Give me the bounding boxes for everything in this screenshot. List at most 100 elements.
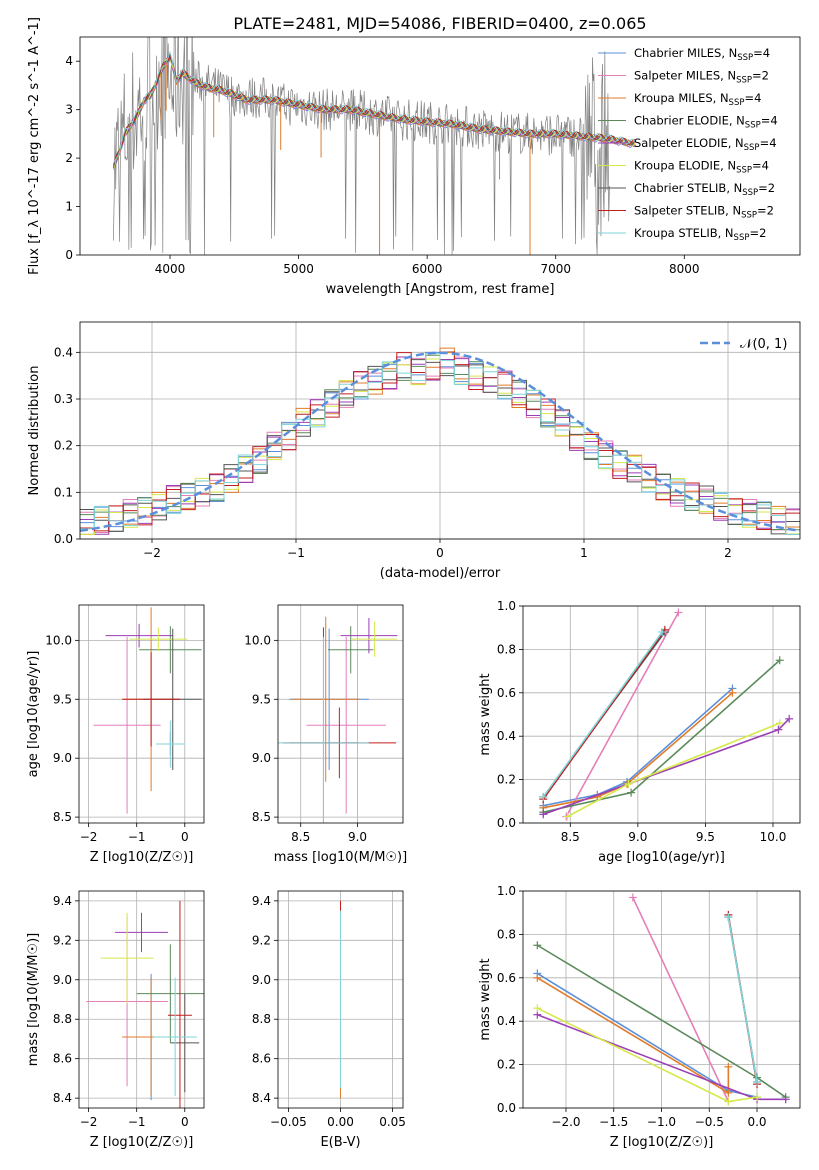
legend-label: Kroupa ELODIE, NSSP=4 (634, 159, 769, 176)
y-tick-label: 0.8 (497, 642, 516, 656)
residual-histogram (80, 352, 800, 535)
x-axis-label: age [log10(age/yr)] (598, 850, 725, 865)
x-tick-label: −0.05 (270, 1115, 307, 1129)
axes-mass-vs-Z: −2 −1 0 8.4 8.6 8.8 9.0 9.2 9.4 Z [log10(Z/Z☉)] ma… (26, 890, 205, 1150)
legend-label: 𝒩(0, 1) (740, 337, 787, 352)
legend-label: Salpeter MILES, NSSP=2 (634, 69, 769, 86)
legend-tail: =2 (758, 181, 775, 195)
y-tick-label: 0.1 (54, 485, 73, 499)
x-tick-label: −2 (80, 1115, 98, 1129)
y-tick-label: 0.4 (54, 345, 73, 359)
x-tick-label: 5000 (283, 262, 314, 276)
weight-line (567, 722, 781, 818)
y-tick-label: 8.8 (252, 1012, 271, 1026)
weight-line (542, 631, 663, 798)
legend-tail: =4 (753, 46, 770, 60)
y-tick-label: 9.0 (53, 973, 72, 987)
x-axis-label: mass [log10(M/M☉)] (274, 850, 407, 865)
x-tick-label: −1 (287, 546, 305, 560)
y-tick-label: 8.4 (252, 1091, 271, 1105)
x-tick-label: −1.5 (599, 1115, 628, 1129)
plot-area (93, 607, 202, 814)
legend-subscript: SSP (736, 76, 752, 86)
axes-age-vs-Z: −2 −1 0 8.5 9.0 9.5 10.0 Z [log10(Z/Z☉)] age [lo… (26, 604, 205, 865)
y-tick-label: 9.0 (252, 751, 271, 765)
y-tick-label: 8.6 (53, 1052, 72, 1066)
y-tick-label: 9.4 (252, 894, 271, 908)
y-tick-label: 9.2 (53, 933, 72, 947)
y-tick-label: 8.5 (252, 810, 271, 824)
x-tick-label: 1 (580, 546, 588, 560)
axes-frame (522, 605, 801, 824)
weight-line (632, 897, 730, 1102)
y-tick-label: 8.4 (53, 1091, 72, 1105)
axes-age-vs-mass: 8.5 9.0 8.5 9.0 9.5 10.0 mass [log10(M/M☉)] (244, 604, 407, 865)
x-tick-label: 2 (724, 546, 732, 560)
legend-subscript: SSP (742, 188, 758, 198)
y-tick-label: 9.2 (252, 933, 271, 947)
x-tick-label: −2 (80, 830, 98, 844)
plot-area (86, 900, 204, 1108)
weight-line (542, 718, 790, 816)
x-tick-label: −1 (128, 1115, 146, 1129)
y-tick-label: 0.0 (497, 1101, 516, 1115)
legend-subscript: SSP (736, 166, 752, 176)
y-tick-label: 0.2 (497, 773, 516, 787)
x-tick-label: 0.05 (379, 1115, 406, 1129)
x-tick-label: 4000 (155, 262, 186, 276)
axes-frame (522, 890, 801, 1109)
plot-area (80, 347, 800, 535)
x-tick-label: 9.0 (628, 830, 647, 844)
y-tick-label: 9.4 (53, 894, 72, 908)
normal-curve (80, 351, 800, 533)
y-tick-label: 0.0 (497, 816, 516, 830)
y-tick-label: 0.4 (497, 1014, 516, 1028)
weight-line (536, 972, 758, 1098)
legend-tail: =4 (760, 136, 777, 150)
y-tick-label: 9.0 (252, 973, 271, 987)
plot-area (278, 616, 398, 823)
legend-label: Chabrier STELIB, NSSP=2 (634, 181, 775, 198)
weight-line (727, 916, 758, 1083)
y-tick-label: 10.0 (45, 633, 72, 647)
y-tick-label: 0 (65, 248, 73, 262)
x-tick-label: 9.0 (348, 830, 367, 844)
legend-label: Chabrier MILES, NSSP=4 (634, 46, 770, 63)
axes-mass-vs-EBV: −0.05 0.00 0.05 8.4 8.6 8.8 9.0 9.2 9.4 E(B-V) (252, 890, 406, 1150)
figure-title: PLATE=2481, MJD=54086, FIBERID=0400, z=0… (233, 14, 646, 33)
y-axis-label: mass [log10(M/M☉)] (26, 933, 41, 1066)
x-tick-label: 0 (436, 546, 444, 560)
data-spectrum (113, 37, 610, 255)
legend-label: Salpeter ELODIE, NSSP=4 (634, 136, 777, 153)
legend-subscript: SSP (734, 233, 750, 243)
x-tick-label: −1.0 (647, 1115, 676, 1129)
x-tick-label: 8.5 (561, 830, 580, 844)
axes-frame (78, 890, 205, 1109)
legend-subscript: SSP (729, 98, 745, 108)
x-tick-label: 10.0 (760, 830, 787, 844)
y-tick-label: 4 (65, 54, 73, 68)
y-tick-label: 0.2 (497, 1058, 516, 1072)
x-tick-label: 0.00 (327, 1115, 354, 1129)
weight-line (542, 629, 666, 800)
y-tick-label: 0.4 (497, 729, 516, 743)
y-axis-label: mass weight (478, 958, 493, 1040)
y-tick-label: 1 (65, 200, 73, 214)
y-tick-label: 1.0 (497, 884, 516, 898)
x-tick-label: −0.5 (695, 1115, 724, 1129)
y-tick-label: 8.6 (252, 1052, 271, 1066)
legend: Chabrier MILES, NSSP=4 Salpeter MILES, NS… (598, 46, 778, 243)
x-tick-label: 0 (181, 1115, 189, 1129)
x-axis-label: E(B-V) (320, 1135, 360, 1150)
weight-line (565, 612, 680, 817)
plot-area (539, 608, 794, 821)
x-axis-label: Z [log10(Z/Z☉)] (90, 850, 194, 865)
axes-frame (277, 604, 404, 824)
x-tick-label: −1 (128, 830, 146, 844)
legend-tail: =4 (752, 159, 769, 173)
legend-label: Kroupa STELIB, NSSP=2 (634, 226, 766, 243)
model-spectrum (113, 50, 636, 164)
legend-subscript: SSP (744, 143, 760, 153)
plot-area (533, 893, 790, 1106)
y-tick-label: 8.8 (53, 1012, 72, 1026)
